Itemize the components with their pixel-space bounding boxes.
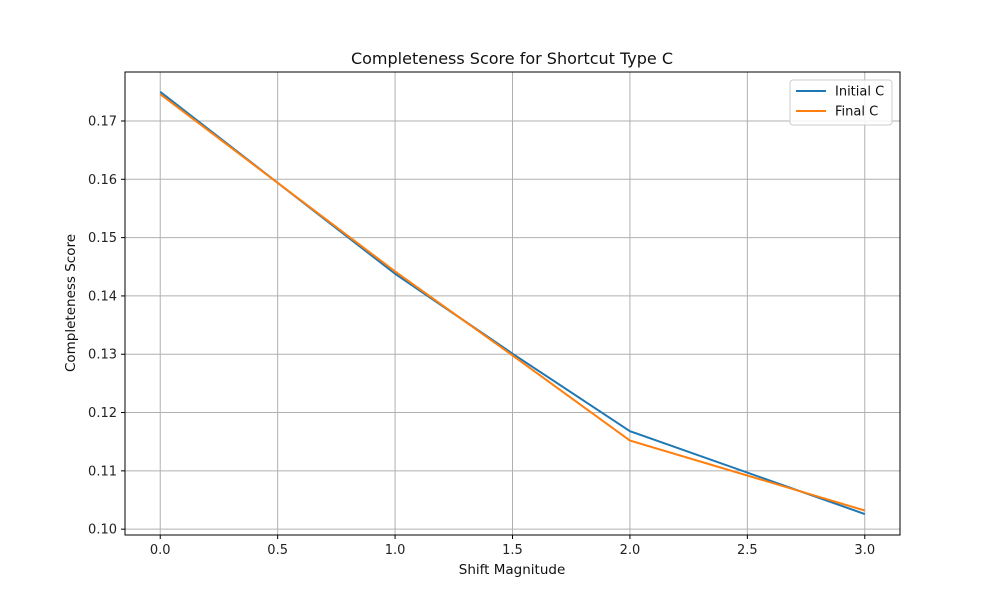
legend-label-initial-c: Initial C: [835, 85, 884, 100]
series-lines: [159, 91, 866, 515]
chart-title: Completeness Score for Shortcut Type C: [351, 49, 673, 68]
axis-ticks: 0.0 0.5 1.0 1.5 2.0 2.5 3.0 0.10 0.11 0.12 0.13 0.1…: [88, 114, 875, 558]
x-tick-label: 1.0: [385, 543, 406, 558]
x-tick-label: 3.0: [854, 543, 875, 558]
legend-label-final-c: Final C: [835, 105, 878, 120]
x-tick-label: 0.5: [267, 543, 288, 558]
y-tick-label: 0.13: [88, 348, 117, 363]
x-tick-label: 0.0: [150, 543, 171, 558]
y-tick-label: 0.10: [88, 523, 117, 538]
y-tick-label: 0.11: [88, 464, 117, 479]
x-tick-label: 1.5: [502, 543, 523, 558]
y-tick-label: 0.16: [88, 173, 117, 188]
legend: Initial C Final C: [789, 79, 893, 126]
y-tick-label: 0.14: [88, 289, 117, 304]
x-axis-label: Shift Magnitude: [459, 562, 566, 578]
y-tick-label: 0.12: [88, 406, 117, 421]
series-line-final-c: [159, 93, 866, 512]
x-tick-label: 2.0: [620, 543, 641, 558]
y-axis-label: Completeness Score: [63, 234, 79, 372]
x-tick-label: 2.5: [737, 543, 758, 558]
y-tick-label: 0.17: [88, 114, 117, 129]
y-tick-label: 0.15: [88, 231, 117, 246]
